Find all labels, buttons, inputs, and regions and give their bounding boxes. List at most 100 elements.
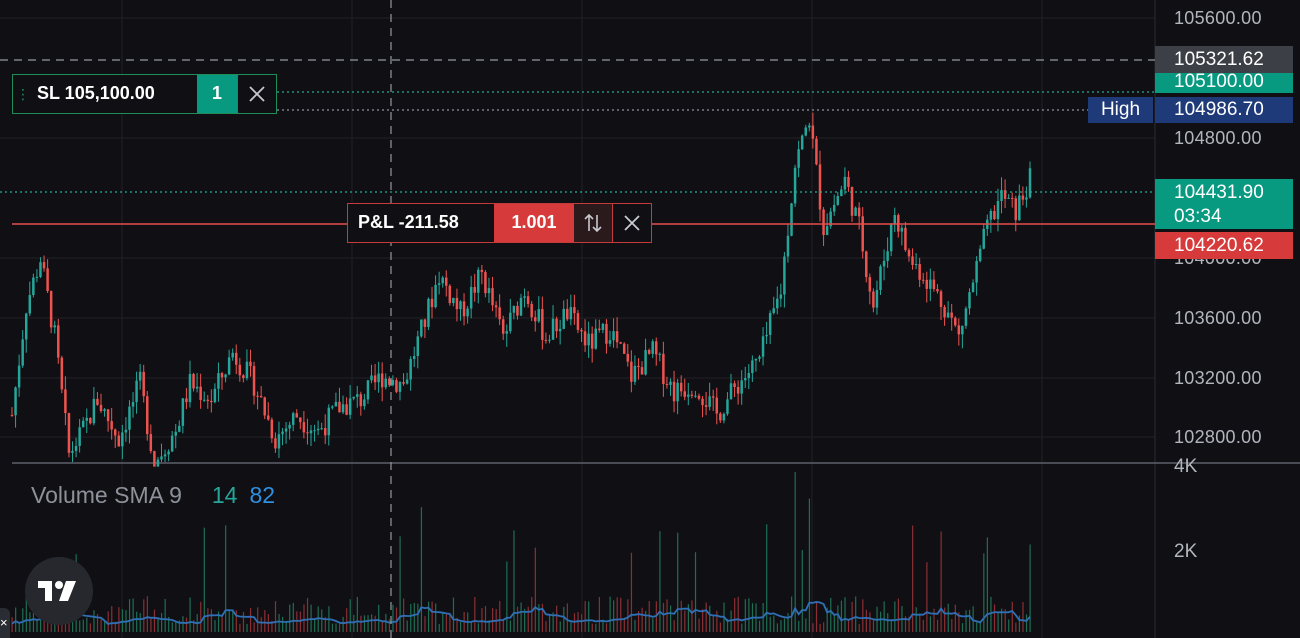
candle-body [42,262,46,269]
candle-body [982,228,985,249]
candle-body [163,454,167,457]
candle-body [142,371,145,397]
candle-body [213,388,217,403]
sidebar-toggle-button[interactable]: × [0,608,10,638]
candle-body [131,402,135,407]
drag-handle-icon[interactable]: ⋮ [16,85,30,102]
volume-bar [171,622,173,632]
stop-loss-order[interactable]: ⋮ SL 105,100.00 1 [12,74,277,114]
volume-bar [897,598,900,632]
volume-bar [420,507,423,632]
volume-bar [385,613,387,632]
candle-body [234,352,238,365]
candle-body [231,352,234,358]
candle-body [366,380,370,400]
volume-bar [246,623,248,632]
candle-body [32,277,35,296]
volume-bar [114,621,116,632]
volume-bar [456,617,458,632]
volume-bar [609,596,611,632]
candle-body [448,285,452,304]
candle-body [21,339,24,366]
candle-body [793,167,797,204]
candle-body [135,380,138,403]
volume-bar [506,561,508,632]
pnl-label[interactable]: P&L -211.58 [358,212,459,232]
candle-body [729,383,733,400]
candle-body [252,366,256,396]
candle-body [637,365,640,368]
stop-loss-label[interactable]: SL 105,100.00 [37,83,155,103]
candle-body [911,256,914,265]
candle-body [865,251,868,278]
candle-body [430,298,434,308]
candle-body [747,373,751,379]
volume-bar [869,612,871,632]
volume-value: 14 [211,482,238,508]
volume-bar [160,612,163,632]
volume-bar [427,601,430,632]
volume-bar [566,603,568,632]
volume-bar [979,622,981,632]
candle-body [35,276,39,278]
volume-bar [538,604,540,632]
volume-bar [221,614,223,632]
volume-bar [299,611,302,632]
volume-bar [958,612,960,632]
volume-bar [833,614,835,632]
position-quantity[interactable]: 1.001 [494,204,574,242]
volume-bar [168,616,170,632]
candle-body [274,438,277,449]
candle-body [402,382,405,384]
candle-body [868,277,872,292]
candle-body [49,291,53,328]
candle-body [765,334,768,337]
candle-body [978,248,982,262]
reverse-position-icon[interactable] [574,204,613,242]
volume-bar [225,525,227,632]
candle-body [373,375,377,383]
candle-body [971,282,975,293]
volume-bar [716,610,718,632]
candle-body [405,379,409,384]
volume-bar [698,618,700,632]
candle-body [576,313,580,330]
volume-bar [758,620,761,632]
candle-body [594,328,597,349]
volume-bar [890,619,892,632]
candle-body [900,227,904,232]
volume-bar [314,619,316,632]
volume-bar [520,602,522,632]
volume-bar [933,608,935,632]
candle-body [598,328,601,330]
candle-body [797,149,800,168]
volume-indicator-name[interactable]: Volume SMA 9 [31,482,182,508]
stop-loss-quantity[interactable]: 1 [197,75,237,113]
volume-bar [531,597,533,632]
tradingview-logo-icon[interactable] [25,557,93,625]
candle-body [662,353,665,384]
candle-body [167,451,170,455]
volume-bar [719,622,722,632]
volume-bar [157,617,159,632]
candle-body [683,391,686,397]
volume-bar [677,532,679,632]
candle-body [110,421,113,430]
volume-legend[interactable]: Volume SMA 9 14 82 [31,482,275,509]
candle-body [608,340,612,344]
volume-bar [726,618,729,632]
close-icon[interactable] [237,75,276,113]
candle-body [914,264,918,266]
volume-bar [356,596,358,632]
position-order[interactable]: P&L -211.58 1.001 [347,203,652,243]
volume-bar [79,620,81,632]
close-icon[interactable] [613,204,651,242]
candle-body [53,325,56,328]
candle-body [843,176,847,190]
volume-bar [203,527,205,632]
volume-bar [100,619,102,632]
price-axis-tick: 105600.00 [1174,8,1262,28]
volume-bar [527,606,529,632]
candle-body [320,428,323,430]
candle-body [395,380,398,392]
